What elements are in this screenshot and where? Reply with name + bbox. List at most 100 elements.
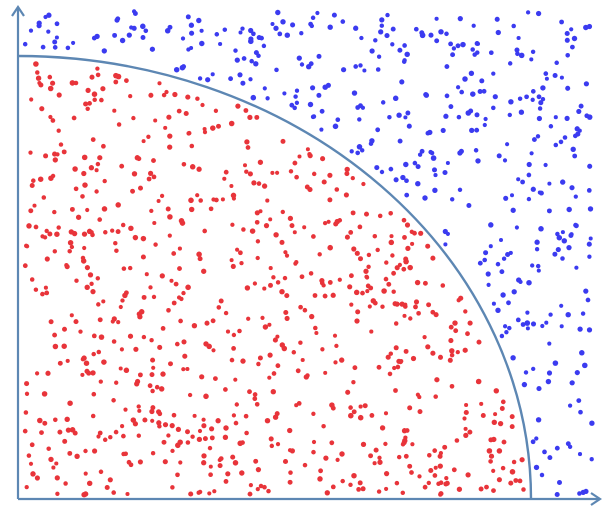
inside-point xyxy=(327,172,333,178)
inside-point xyxy=(171,300,177,306)
inside-point xyxy=(201,423,207,429)
outside-point xyxy=(65,45,71,51)
inside-point xyxy=(266,488,271,494)
inside-point xyxy=(229,258,234,263)
inside-point xyxy=(476,339,482,345)
outside-point xyxy=(442,169,448,176)
inside-point xyxy=(95,66,100,71)
outside-point xyxy=(520,179,525,185)
inside-point xyxy=(157,424,162,429)
inside-point xyxy=(65,427,72,433)
inside-point xyxy=(114,248,119,253)
outside-point xyxy=(474,127,480,133)
outside-point xyxy=(222,27,228,32)
outside-point xyxy=(405,110,411,116)
inside-point xyxy=(100,86,106,92)
outside-point xyxy=(101,48,107,54)
outside-point xyxy=(455,85,461,90)
outside-point xyxy=(515,317,521,323)
inside-point xyxy=(115,229,121,235)
outside-point xyxy=(359,148,365,153)
outside-point xyxy=(52,45,58,50)
inside-point xyxy=(45,370,51,376)
inside-point xyxy=(90,413,96,419)
inside-point xyxy=(161,439,167,445)
inside-point xyxy=(408,316,413,321)
inside-point xyxy=(410,442,415,447)
outside-point xyxy=(473,148,479,153)
outside-point xyxy=(375,127,381,133)
inside-point xyxy=(189,164,196,170)
inside-point xyxy=(430,350,436,356)
outside-point xyxy=(331,12,337,18)
inside-point xyxy=(375,247,380,253)
inside-point xyxy=(437,463,443,469)
inside-point xyxy=(229,183,234,189)
inside-point xyxy=(32,203,37,208)
outside-point xyxy=(431,167,438,173)
outside-point xyxy=(199,40,205,47)
outside-point xyxy=(533,464,540,471)
outside-point xyxy=(462,76,468,82)
inside-point xyxy=(298,340,303,345)
inside-point xyxy=(329,440,335,446)
inside-point xyxy=(121,451,126,457)
inside-point xyxy=(230,454,236,460)
inside-point xyxy=(52,343,59,350)
outside-point xyxy=(560,230,565,235)
inside-point xyxy=(52,209,57,215)
inside-point xyxy=(262,484,267,490)
inside-point xyxy=(131,171,138,177)
inside-point xyxy=(167,214,173,220)
inside-point xyxy=(491,419,497,425)
inside-point xyxy=(410,355,417,362)
inside-point xyxy=(247,171,253,177)
inside-point xyxy=(90,232,95,238)
inside-point xyxy=(228,120,235,127)
inside-point xyxy=(37,80,42,86)
inside-point xyxy=(150,388,155,394)
inside-point xyxy=(223,169,229,175)
inside-point xyxy=(81,491,87,498)
outside-point xyxy=(544,76,549,81)
inside-point xyxy=(148,92,154,98)
outside-point xyxy=(353,64,359,69)
outside-point xyxy=(488,222,494,228)
inside-point xyxy=(50,118,56,123)
inside-point xyxy=(422,280,428,286)
inside-point xyxy=(500,399,506,405)
inside-point xyxy=(340,478,345,484)
inside-point xyxy=(449,383,455,389)
outside-point xyxy=(180,36,186,41)
inside-point xyxy=(207,491,212,496)
inside-point xyxy=(206,343,212,350)
outside-point xyxy=(402,43,407,48)
outside-point xyxy=(536,268,541,273)
outside-point xyxy=(440,127,446,133)
inside-point xyxy=(80,357,86,362)
inside-point xyxy=(48,175,54,181)
inside-point xyxy=(275,170,280,175)
inside-point xyxy=(78,329,83,334)
outside-point xyxy=(432,187,438,193)
outside-point xyxy=(316,92,322,98)
outside-point xyxy=(404,178,409,184)
inside-point xyxy=(399,358,404,364)
inside-point xyxy=(320,156,326,162)
inside-point xyxy=(202,436,208,442)
inside-point xyxy=(321,423,326,429)
inside-point xyxy=(360,290,365,296)
inside-point xyxy=(270,389,276,395)
inside-point xyxy=(496,448,503,454)
inside-point xyxy=(22,263,28,269)
outside-point xyxy=(233,48,238,53)
inside-point xyxy=(354,250,360,256)
outside-point xyxy=(534,239,540,245)
inside-point xyxy=(354,318,360,324)
outside-point xyxy=(496,153,502,159)
inside-point xyxy=(211,348,216,353)
inside-point xyxy=(28,208,34,214)
inside-point xyxy=(86,370,92,376)
inside-point xyxy=(69,80,76,86)
inside-point xyxy=(454,438,460,443)
